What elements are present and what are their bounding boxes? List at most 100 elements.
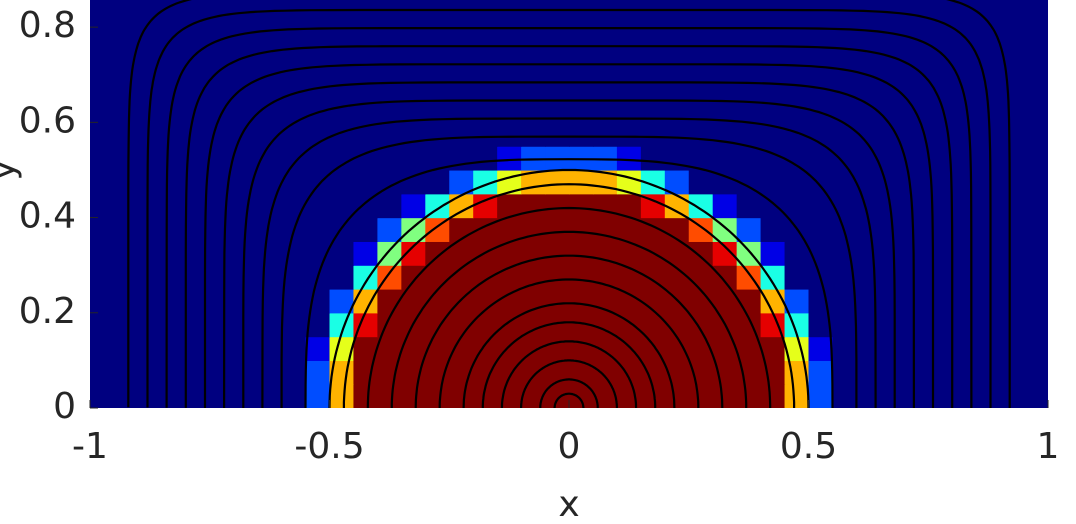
cell bbox=[329, 98, 355, 123]
cell bbox=[257, 288, 283, 314]
cell bbox=[904, 360, 929, 385]
cell bbox=[329, 217, 355, 242]
cell bbox=[569, 74, 594, 100]
cell bbox=[904, 193, 929, 219]
cell bbox=[976, 336, 1001, 361]
cell bbox=[209, 74, 235, 100]
cell bbox=[209, 336, 235, 361]
cell bbox=[856, 3, 881, 28]
cell bbox=[449, 336, 474, 361]
cell bbox=[233, 98, 259, 123]
cell bbox=[904, 384, 929, 408]
cell bbox=[904, 265, 929, 290]
cell bbox=[976, 288, 1001, 314]
cell bbox=[712, 3, 738, 28]
y-tick-label: 0.6 bbox=[19, 100, 76, 141]
cell bbox=[1024, 27, 1048, 52]
streamline bbox=[146, 8, 992, 408]
cell bbox=[353, 27, 378, 52]
cell bbox=[856, 384, 881, 408]
cell bbox=[401, 74, 426, 100]
streamline bbox=[520, 359, 618, 408]
cell bbox=[209, 265, 235, 290]
streamline bbox=[462, 302, 676, 408]
cell bbox=[90, 193, 115, 219]
cell bbox=[976, 217, 1001, 242]
cell bbox=[90, 98, 115, 123]
cell bbox=[521, 3, 546, 28]
cell bbox=[688, 384, 714, 408]
cell bbox=[1000, 336, 1025, 361]
cell bbox=[545, 0, 570, 4]
cell bbox=[808, 360, 834, 385]
cell bbox=[904, 288, 929, 314]
x-tick-label: 1 bbox=[1037, 426, 1060, 467]
streamline bbox=[165, 27, 973, 408]
cell bbox=[1000, 122, 1025, 147]
cell bbox=[401, 193, 426, 219]
cell bbox=[185, 0, 211, 4]
cell bbox=[425, 3, 450, 28]
cell bbox=[832, 169, 857, 195]
cell bbox=[233, 312, 259, 338]
cell bbox=[449, 122, 474, 147]
cell bbox=[401, 384, 426, 408]
cell bbox=[904, 336, 929, 361]
cell bbox=[545, 336, 570, 361]
cell bbox=[137, 265, 163, 290]
cell bbox=[832, 384, 857, 408]
cell bbox=[425, 27, 450, 52]
cell bbox=[880, 0, 905, 4]
cell bbox=[1000, 146, 1025, 171]
cell bbox=[784, 241, 810, 266]
cell bbox=[209, 360, 235, 385]
cell bbox=[497, 217, 522, 242]
cell bbox=[904, 217, 929, 242]
cell bbox=[281, 3, 307, 28]
x-tick-label: 0.5 bbox=[780, 426, 837, 467]
cell bbox=[664, 336, 690, 361]
cell bbox=[545, 27, 570, 52]
cell bbox=[473, 50, 498, 76]
cell bbox=[760, 217, 786, 242]
streamline bbox=[242, 99, 896, 408]
cell bbox=[1024, 265, 1048, 290]
cell bbox=[784, 384, 810, 408]
cell bbox=[137, 312, 163, 338]
cell bbox=[161, 169, 187, 195]
streamline bbox=[366, 206, 772, 408]
cell bbox=[664, 74, 690, 100]
cell bbox=[545, 241, 570, 266]
cell bbox=[449, 74, 474, 100]
cell bbox=[832, 193, 857, 219]
cell bbox=[688, 74, 714, 100]
cell bbox=[592, 27, 618, 52]
cell bbox=[497, 122, 522, 147]
cell bbox=[784, 98, 810, 123]
cell bbox=[640, 27, 666, 52]
streamline bbox=[342, 183, 796, 408]
cell bbox=[545, 265, 570, 290]
cell bbox=[545, 122, 570, 147]
cell bbox=[377, 3, 402, 28]
cell bbox=[569, 169, 594, 195]
cell bbox=[161, 146, 187, 171]
cell bbox=[784, 3, 810, 28]
cell bbox=[90, 360, 115, 385]
cell bbox=[1024, 98, 1048, 123]
cell bbox=[353, 384, 378, 408]
cell bbox=[329, 265, 355, 290]
cell bbox=[664, 217, 690, 242]
cell bbox=[137, 241, 163, 266]
cell bbox=[976, 27, 1001, 52]
cell bbox=[736, 217, 762, 242]
cell bbox=[449, 0, 474, 4]
cell bbox=[305, 217, 331, 242]
cell bbox=[497, 27, 522, 52]
cell bbox=[952, 384, 977, 408]
cell bbox=[760, 74, 786, 100]
cell bbox=[329, 384, 355, 408]
cell bbox=[1000, 360, 1025, 385]
cell bbox=[353, 0, 378, 4]
cell bbox=[712, 265, 738, 290]
